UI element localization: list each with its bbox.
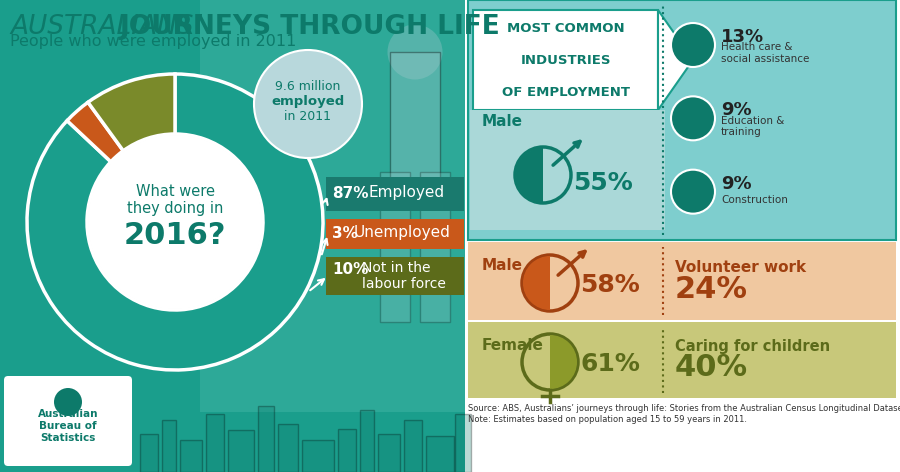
Text: JOURNEYS THROUGH LIFE: JOURNEYS THROUGH LIFE — [120, 14, 500, 40]
Text: 3%: 3% — [332, 226, 358, 241]
Text: 9.6 million: 9.6 million — [275, 79, 341, 93]
Text: Female: Female — [482, 338, 544, 354]
Text: 10%: 10% — [332, 261, 368, 277]
FancyBboxPatch shape — [360, 410, 374, 472]
FancyBboxPatch shape — [404, 420, 422, 472]
Text: labour force: labour force — [362, 277, 446, 291]
Circle shape — [54, 388, 82, 416]
FancyBboxPatch shape — [380, 172, 410, 322]
FancyBboxPatch shape — [338, 429, 356, 472]
Wedge shape — [516, 148, 543, 202]
Text: Construction: Construction — [721, 194, 788, 205]
Text: Statistics: Statistics — [40, 433, 95, 443]
FancyBboxPatch shape — [200, 0, 465, 412]
Text: Education &
training: Education & training — [721, 116, 785, 137]
FancyBboxPatch shape — [426, 436, 454, 472]
Text: OF EMPLOYMENT: OF EMPLOYMENT — [501, 85, 629, 99]
Wedge shape — [88, 74, 175, 151]
Text: People who were employed in 2011: People who were employed in 2011 — [10, 34, 296, 49]
FancyBboxPatch shape — [390, 52, 440, 182]
Text: Caring for children: Caring for children — [675, 338, 830, 354]
FancyBboxPatch shape — [470, 110, 665, 230]
Text: MOST COMMON: MOST COMMON — [507, 22, 625, 34]
Text: Volunteer work: Volunteer work — [675, 260, 806, 275]
Text: 9%: 9% — [721, 101, 752, 119]
Text: employed: employed — [272, 94, 345, 108]
FancyBboxPatch shape — [420, 172, 450, 322]
FancyBboxPatch shape — [468, 242, 896, 320]
Circle shape — [671, 23, 715, 67]
Circle shape — [671, 96, 715, 140]
FancyBboxPatch shape — [455, 414, 471, 472]
Text: 24%: 24% — [675, 275, 748, 303]
Wedge shape — [550, 335, 577, 389]
Text: 55%: 55% — [573, 171, 633, 195]
Text: they doing in: they doing in — [127, 201, 223, 216]
Text: Not in the: Not in the — [362, 261, 430, 275]
FancyBboxPatch shape — [0, 0, 465, 472]
Text: Employed: Employed — [368, 185, 444, 201]
Text: 61%: 61% — [580, 352, 640, 376]
Text: in 2011: in 2011 — [284, 110, 331, 124]
Text: Note: Estimates based on population aged 15 to 59 years in 2011.: Note: Estimates based on population aged… — [468, 415, 747, 424]
FancyBboxPatch shape — [258, 406, 274, 472]
Text: 40%: 40% — [675, 354, 748, 382]
Wedge shape — [523, 256, 550, 310]
FancyBboxPatch shape — [326, 257, 464, 295]
Wedge shape — [68, 102, 123, 162]
FancyBboxPatch shape — [180, 440, 202, 472]
Text: Unemployed: Unemployed — [354, 226, 451, 241]
Text: Male: Male — [482, 115, 523, 129]
Wedge shape — [27, 74, 323, 370]
Circle shape — [88, 135, 262, 309]
Ellipse shape — [388, 25, 443, 79]
Text: AUSTRALIANS’: AUSTRALIANS’ — [10, 14, 211, 40]
FancyBboxPatch shape — [468, 0, 896, 240]
FancyBboxPatch shape — [162, 420, 176, 472]
FancyBboxPatch shape — [326, 177, 464, 211]
FancyBboxPatch shape — [4, 376, 132, 466]
FancyBboxPatch shape — [302, 440, 334, 472]
Text: Health care &
social assistance: Health care & social assistance — [721, 42, 809, 64]
FancyBboxPatch shape — [378, 434, 400, 472]
Text: 9%: 9% — [721, 175, 752, 193]
Text: 58%: 58% — [580, 273, 640, 297]
Circle shape — [254, 50, 362, 158]
Text: 87%: 87% — [332, 185, 368, 201]
FancyBboxPatch shape — [278, 424, 298, 472]
Circle shape — [671, 169, 715, 214]
FancyBboxPatch shape — [206, 414, 224, 472]
Text: INDUSTRIES: INDUSTRIES — [520, 53, 611, 67]
Text: 13%: 13% — [721, 28, 764, 46]
Text: 2016?: 2016? — [124, 221, 226, 251]
FancyBboxPatch shape — [228, 430, 254, 472]
Text: What were: What were — [136, 185, 214, 200]
Text: Australian: Australian — [38, 409, 98, 419]
Polygon shape — [658, 10, 693, 110]
Text: Bureau of: Bureau of — [40, 421, 97, 431]
FancyBboxPatch shape — [468, 322, 896, 398]
FancyBboxPatch shape — [140, 434, 158, 472]
FancyBboxPatch shape — [473, 10, 658, 110]
Text: Male: Male — [482, 258, 523, 272]
FancyBboxPatch shape — [326, 219, 464, 249]
Text: Source: ABS, Australians’ journeys through life: Stories from the Australian Cen: Source: ABS, Australians’ journeys throu… — [468, 404, 900, 413]
